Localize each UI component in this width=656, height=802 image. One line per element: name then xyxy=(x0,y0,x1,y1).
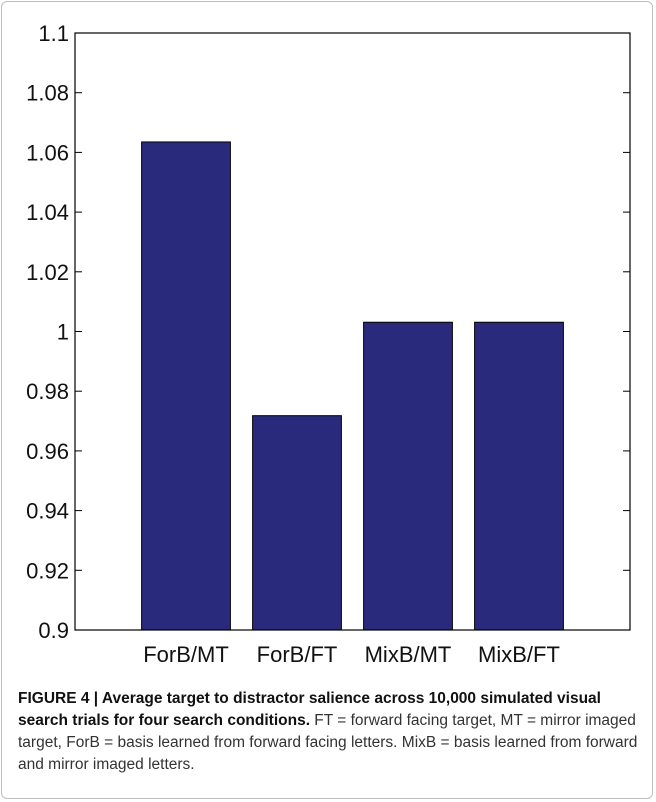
bar-forb-mt xyxy=(141,141,231,631)
x-tick-label: MixB/FT xyxy=(478,642,560,667)
caption-text: FT = forward facing target, MT = mirror … xyxy=(18,712,638,773)
y-tick-label: 0.98 xyxy=(26,379,69,404)
bars xyxy=(141,141,564,631)
caption-label: FIGURE 4 | Average target to distractor … xyxy=(18,690,601,729)
x-tick-label: ForB/MT xyxy=(143,642,229,667)
x-tick-label: MixB/MT xyxy=(365,642,452,667)
y-tick-label: 1.02 xyxy=(26,260,69,285)
y-tick-label: 1.1 xyxy=(38,21,69,46)
y-tick-label: 1.08 xyxy=(26,81,69,106)
bar-mixb-ft xyxy=(474,321,564,631)
y-tick-label: 1.06 xyxy=(26,140,69,165)
y-tick-label: 0.94 xyxy=(26,499,69,524)
y-tick-label: 0.9 xyxy=(38,618,69,643)
figure-caption: FIGURE 4 | Average target to distractor … xyxy=(18,688,643,776)
y-axis-labels: 0.9 0.92 0.94 0.96 0.98 1 1.02 1.04 1.06 1.08 1.1 xyxy=(26,21,69,643)
bar-mixb-mt xyxy=(363,321,453,631)
plot-area xyxy=(74,32,631,631)
bar-forb-ft xyxy=(252,415,342,631)
y-tick-label: 0.92 xyxy=(26,558,69,583)
y-tick-label: 1 xyxy=(57,320,69,345)
bar-chart: ForB/MT ForB/FT MixB/MT MixB/FT 0.9 0.92 0.94… xyxy=(26,21,631,667)
y-tick-label: 1.04 xyxy=(26,200,69,225)
x-tick-label: ForB/FT xyxy=(257,642,338,667)
x-axis-labels: ForB/MT ForB/FT MixB/MT MixB/FT xyxy=(143,642,560,667)
y-tick-label: 0.96 xyxy=(26,439,69,464)
